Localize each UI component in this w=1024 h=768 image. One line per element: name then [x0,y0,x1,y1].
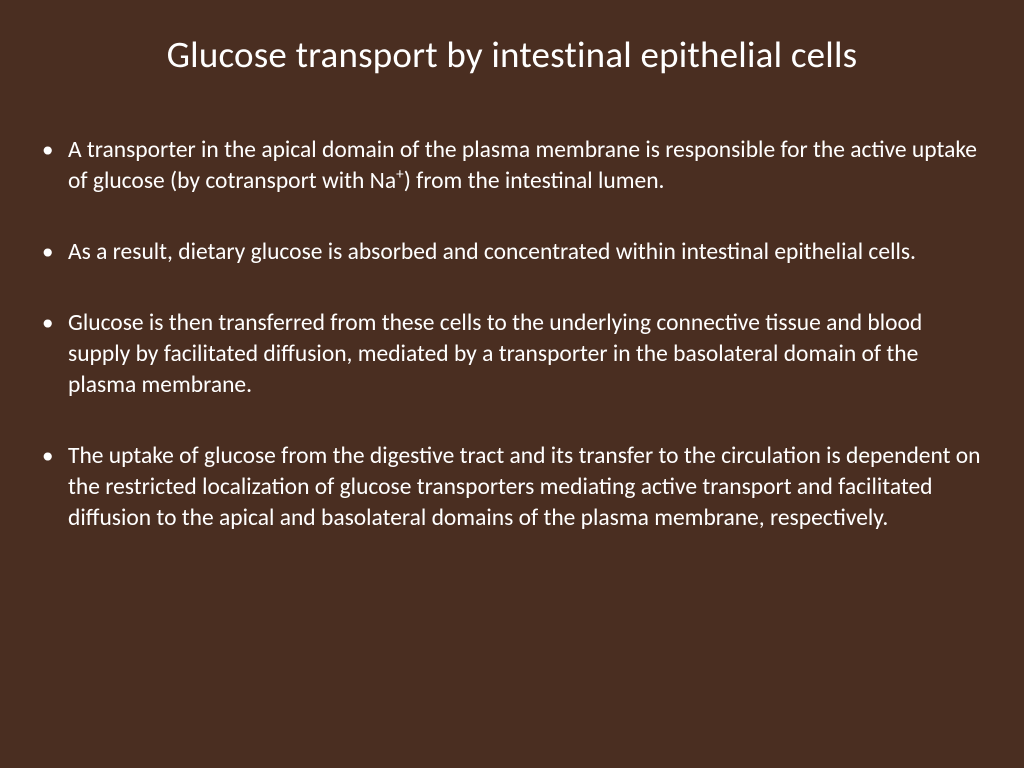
slide: Glucose transport by intestinal epitheli… [0,0,1024,768]
bullet-text: Glucose is then transferred from these c… [68,309,922,399]
bullet-item: As a result, dietary glucose is absorbed… [38,237,986,268]
bullet-text: As a result, dietary glucose is absorbed… [68,238,916,266]
superscript: + [396,165,404,184]
bullet-text: ) from the intestinal lumen. [404,167,665,195]
bullet-item: Glucose is then transferred from these c… [38,308,986,401]
bullet-list: A transporter in the apical domain of th… [38,135,986,534]
bullet-item: The uptake of glucose from the digestive… [38,441,986,534]
bullet-text: The uptake of glucose from the digestive… [68,442,981,532]
bullet-item: A transporter in the apical domain of th… [38,135,986,197]
slide-title: Glucose transport by intestinal epitheli… [38,32,986,77]
